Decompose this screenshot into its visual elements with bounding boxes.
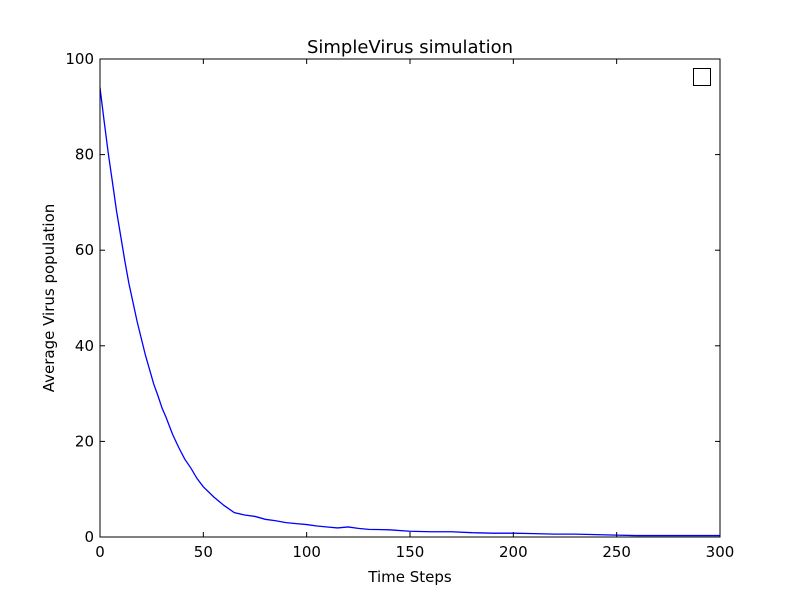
legend <box>693 68 711 86</box>
x-tick-label: 50 <box>194 543 213 561</box>
ticks-layer: 0 50 100 150 200 250 300 0 20 40 60 80 100 <box>65 50 734 561</box>
legend-box <box>693 68 711 86</box>
y-tick-label: 0 <box>84 528 94 546</box>
series-line-1 <box>99 87 720 537</box>
chart-title: SimpleVirus simulation <box>307 37 513 58</box>
y-tick-label: 20 <box>75 432 94 450</box>
x-tick-label: 150 <box>396 543 425 561</box>
y-tick-label: 80 <box>75 146 94 164</box>
plot-frame <box>99 58 721 538</box>
x-tick-label: 100 <box>292 543 321 561</box>
x-tick-label: 0 <box>95 543 105 561</box>
y-tick-label: 100 <box>65 50 94 68</box>
y-axis-label: Average Virus population <box>40 204 58 393</box>
x-tick-label: 300 <box>706 543 735 561</box>
x-tick-label: 200 <box>499 543 528 561</box>
y-tick-label: 40 <box>75 337 94 355</box>
x-axis-label: Time Steps <box>367 568 452 586</box>
y-tick-label: 60 <box>75 241 94 259</box>
series-layer <box>99 87 720 537</box>
x-tick-label: 250 <box>602 543 631 561</box>
